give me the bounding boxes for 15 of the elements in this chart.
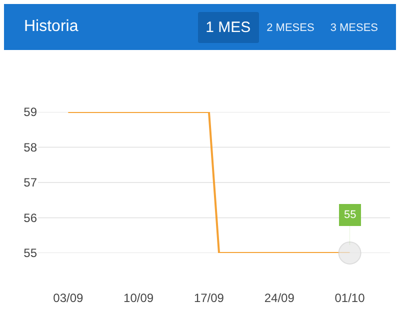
text: 2 MESES xyxy=(266,20,316,36)
chart-title: Historia xyxy=(24,18,78,36)
text: 3 MESES xyxy=(329,20,379,36)
y-tick-label: 56 xyxy=(24,210,38,225)
y-tick-label: 58 xyxy=(24,140,38,154)
x-tick-label: 17/09 xyxy=(194,291,224,305)
text: 1 MES xyxy=(198,12,259,43)
y-tick-label: 59 xyxy=(24,105,38,120)
x-tick-label: 01/10 xyxy=(334,291,366,305)
y-tick-label: 55 xyxy=(24,246,38,260)
y-tick-label: 57 xyxy=(24,176,38,190)
data-label: 55 xyxy=(344,209,356,221)
x-tick-label: 24/09 xyxy=(264,291,295,305)
x-tick-label: 03/09 xyxy=(53,291,84,305)
x-tick-label: 10/09 xyxy=(124,291,154,305)
